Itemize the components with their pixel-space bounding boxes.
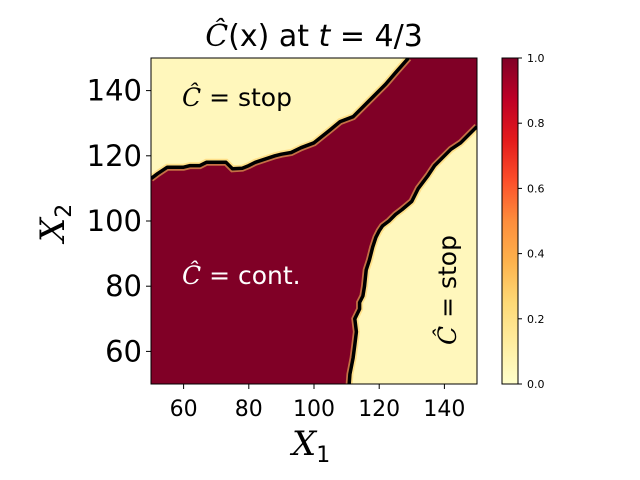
x-axis-label: X1 (289, 424, 330, 468)
y-tick-label: 120 (87, 139, 142, 173)
annotation-stop-lower: Ĉ = stop (433, 235, 462, 345)
colorbar-ticks: 0.0 0.2 0.4 0.6 0.8 1.0 (518, 52, 545, 391)
y-tick-label: 80 (105, 269, 142, 303)
stop-region-lower (349, 126, 477, 384)
colorbar-tick-label: 0.6 (527, 182, 545, 195)
x-tick-label: 140 (423, 397, 465, 422)
colorbar-tick-label: 0.2 (527, 313, 545, 326)
boundary-line-upper (151, 58, 410, 180)
y-axis-ticks: 60 80 100 120 140 (87, 74, 151, 368)
plot-area (151, 58, 477, 384)
y-tick-label: 140 (87, 74, 142, 108)
x-tick-label: 80 (235, 397, 263, 422)
x-tick-label: 120 (358, 397, 400, 422)
x-tick-label: 60 (170, 397, 198, 422)
y-tick-label: 60 (105, 334, 142, 368)
chart-title: Ĉ(x) at t = 4/3 (205, 18, 423, 54)
colorbar-tick-label: 0.8 (527, 117, 545, 130)
x-tick-label: 100 (293, 397, 335, 422)
colorbar-tick-label: 0.4 (527, 248, 545, 261)
colorbar-tick-label: 1.0 (527, 52, 545, 65)
colorbar-tick-label: 0.0 (527, 378, 545, 391)
annotation-stop-upper: Ĉ = stop (182, 83, 292, 112)
annotation-continue: Ĉ = cont. (182, 261, 301, 290)
colorbar (501, 57, 519, 385)
stop-region-upper (151, 58, 409, 179)
boundary-line-lower (347, 125, 477, 384)
y-tick-label: 100 (87, 204, 142, 238)
y-axis-label: X2 (33, 204, 77, 245)
x-axis-ticks: 60 80 100 120 140 (170, 384, 465, 422)
